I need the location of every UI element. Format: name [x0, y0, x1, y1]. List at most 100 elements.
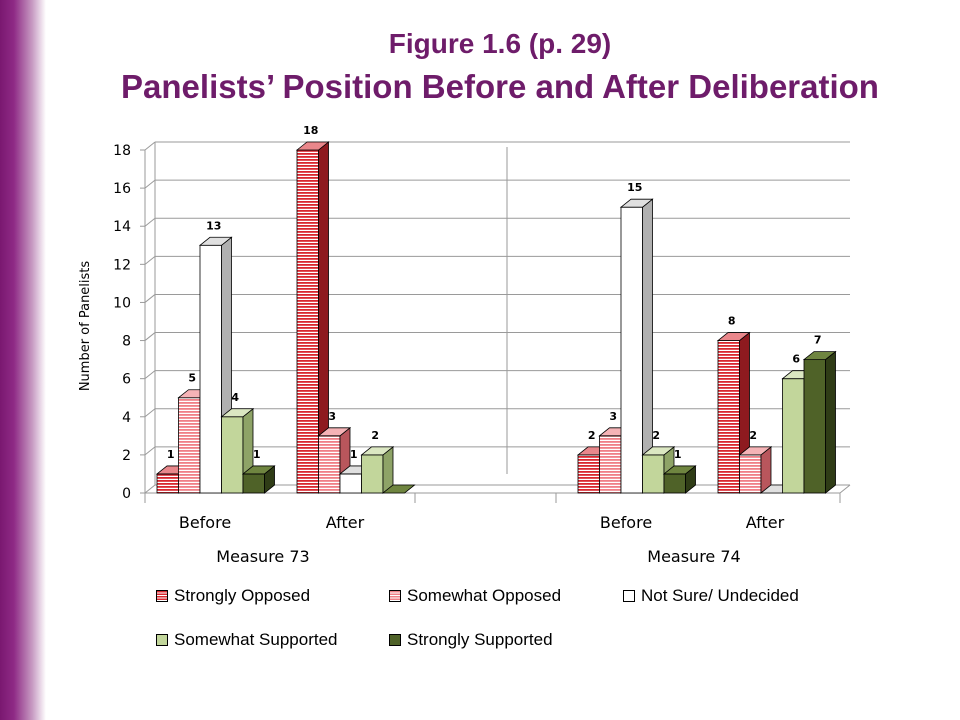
gridline-depth: [144, 370, 156, 380]
bar: [619, 198, 654, 494]
y-tick-label: 12: [113, 257, 131, 273]
bar-front: [156, 473, 179, 494]
data-label: 15: [627, 181, 642, 194]
bar-top: [619, 198, 654, 208]
data-label: 2: [652, 429, 660, 442]
data-label: 3: [609, 410, 617, 423]
bar-top: [241, 465, 276, 475]
legend-item-strongly-supported: Strongly Supported: [389, 630, 553, 650]
gridline-depth: [144, 408, 156, 418]
bar-top: [738, 446, 773, 456]
bar-top: [295, 141, 330, 151]
data-label: 2: [588, 429, 596, 442]
data-label: 2: [749, 429, 757, 442]
bar-top: [198, 236, 233, 246]
y-tick-label: 14: [113, 219, 131, 235]
y-tick-label: 2: [122, 448, 131, 464]
bar-front: [642, 454, 665, 494]
bar-front: [577, 454, 600, 494]
data-label: 1: [167, 448, 175, 461]
bar-top: [802, 351, 837, 361]
bar: [802, 350, 837, 494]
data-label: 13: [206, 219, 221, 232]
x-category-label: Before: [600, 513, 652, 532]
bar: [360, 446, 395, 494]
bar-front: [782, 378, 805, 494]
bar-front: [199, 244, 222, 494]
legend-item-somewhat-opposed: Somewhat Opposed: [389, 586, 561, 606]
data-label: 3: [328, 410, 336, 423]
gridline-depth: [144, 179, 156, 189]
legend-item-not-sure: Not Sure/ Undecided: [623, 586, 799, 606]
figure-number: Figure 1.6 (p. 29): [388, 28, 612, 59]
bar: [381, 484, 416, 494]
gridline-depth: [144, 332, 156, 341]
y-tick-label: 8: [122, 334, 131, 350]
y-tick-label: 0: [122, 486, 131, 502]
legend-label: Somewhat Opposed: [407, 586, 562, 605]
data-label: 5: [188, 372, 196, 385]
bar-top: [381, 484, 416, 494]
bar-front: [318, 435, 341, 494]
bar: [241, 465, 276, 494]
bar-front: [178, 397, 201, 494]
legend-swatch-somewhat-opposed: [389, 590, 401, 602]
data-label: 7: [814, 334, 822, 347]
data-label: 6: [792, 353, 800, 366]
bar-front: [361, 454, 384, 494]
bar-top: [220, 408, 255, 418]
bar-front: [620, 206, 643, 494]
legend-item-strongly-opposed: Strongly Opposed: [156, 586, 310, 606]
gridline-depth: [144, 217, 156, 227]
gridline-depth: [144, 446, 156, 456]
y-tick-label: 6: [122, 372, 131, 388]
y-axis-label: Number of Panelists: [78, 261, 93, 392]
data-label: 8: [728, 315, 736, 328]
y-tick-label: 4: [122, 410, 131, 426]
bar-front: [296, 149, 319, 494]
legend-swatch-not-sure: [623, 590, 635, 602]
legend-label: Strongly Supported: [407, 630, 553, 649]
data-label: 2: [371, 429, 379, 442]
bar: [738, 446, 773, 494]
bar-top: [317, 427, 352, 437]
bar-top: [662, 465, 697, 475]
gridline-depth: [144, 294, 156, 303]
x-category-label: After: [746, 513, 785, 532]
x-category-label: After: [326, 513, 365, 532]
legend-label: Not Sure/ Undecided: [641, 586, 799, 605]
data-label: 1: [253, 448, 261, 461]
x-category-label: Before: [179, 513, 231, 532]
data-label: 1: [674, 448, 682, 461]
legend-item-somewhat-supported: Somewhat Supported: [156, 630, 338, 650]
y-tick-label: 16: [113, 181, 131, 197]
bar-front: [339, 473, 362, 494]
decorative-side-bar: [0, 0, 46, 720]
legend-swatch-somewhat-supported: [156, 634, 168, 646]
bar: [662, 465, 697, 494]
bar-front: [663, 473, 686, 494]
legend-swatch-strongly-supported: [389, 634, 401, 646]
bar-front: [221, 416, 244, 494]
bar-front: [242, 473, 265, 494]
bar-front: [599, 435, 622, 494]
data-label: 1: [350, 448, 358, 461]
bar-top: [641, 446, 676, 456]
gridline-depth: [144, 484, 156, 494]
bar: [295, 141, 330, 494]
bar-front: [739, 454, 762, 494]
group-label: Measure 74: [647, 547, 740, 566]
data-label: 18: [303, 124, 318, 137]
legend-label: Somewhat Supported: [174, 630, 338, 649]
data-label: 4: [231, 391, 239, 404]
gridline-depth: [144, 141, 156, 151]
bar-side: [825, 350, 836, 494]
bar-top: [360, 446, 395, 456]
group-label: Measure 73: [216, 547, 309, 566]
legend-swatch-strongly-opposed: [156, 590, 168, 602]
y-tick-label: 10: [113, 295, 131, 311]
bar-front: [717, 340, 740, 494]
y-tick-label: 18: [113, 143, 131, 159]
legend-label: Strongly Opposed: [174, 586, 311, 605]
